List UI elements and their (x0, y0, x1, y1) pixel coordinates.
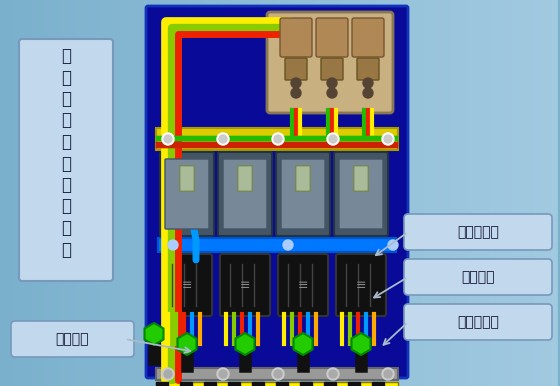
Circle shape (162, 368, 174, 380)
FancyBboxPatch shape (146, 6, 408, 378)
FancyBboxPatch shape (162, 254, 212, 316)
Text: 重复接地: 重复接地 (55, 332, 88, 346)
Text: ≡: ≡ (298, 279, 308, 291)
FancyBboxPatch shape (165, 159, 209, 229)
Circle shape (327, 78, 337, 88)
FancyBboxPatch shape (336, 254, 386, 316)
FancyBboxPatch shape (220, 254, 270, 316)
Circle shape (272, 133, 284, 145)
FancyBboxPatch shape (280, 18, 312, 57)
FancyBboxPatch shape (354, 166, 368, 191)
Circle shape (388, 240, 398, 250)
FancyBboxPatch shape (267, 12, 393, 113)
Circle shape (217, 368, 229, 380)
FancyBboxPatch shape (404, 259, 552, 295)
FancyBboxPatch shape (352, 18, 384, 57)
FancyBboxPatch shape (404, 304, 552, 340)
Text: 方: 方 (61, 219, 71, 237)
Text: 线: 线 (61, 198, 71, 215)
FancyBboxPatch shape (156, 382, 398, 386)
Text: 接: 接 (61, 176, 71, 194)
Polygon shape (252, 382, 264, 386)
FancyBboxPatch shape (357, 58, 379, 80)
Circle shape (274, 135, 282, 143)
Text: ≡: ≡ (182, 279, 192, 291)
Text: ≡: ≡ (240, 279, 250, 291)
Polygon shape (348, 382, 360, 386)
Circle shape (274, 370, 282, 378)
Circle shape (382, 133, 394, 145)
Text: 电: 电 (61, 133, 71, 151)
Circle shape (291, 88, 301, 98)
FancyBboxPatch shape (296, 166, 310, 191)
FancyBboxPatch shape (160, 152, 214, 236)
Circle shape (327, 88, 337, 98)
Circle shape (327, 368, 339, 380)
FancyBboxPatch shape (158, 238, 396, 252)
Circle shape (217, 133, 229, 145)
FancyBboxPatch shape (321, 58, 343, 80)
Polygon shape (276, 382, 288, 386)
Text: 柜: 柜 (61, 112, 71, 129)
Text: 法: 法 (61, 240, 71, 259)
Text: 配: 配 (61, 68, 71, 86)
Circle shape (164, 135, 172, 143)
Circle shape (219, 135, 227, 143)
FancyBboxPatch shape (278, 254, 328, 316)
Text: 保护零线排: 保护零线排 (457, 315, 499, 329)
Circle shape (162, 133, 174, 145)
FancyBboxPatch shape (223, 159, 267, 229)
Polygon shape (228, 382, 240, 386)
FancyBboxPatch shape (281, 159, 325, 229)
Text: 干包电缆头: 干包电缆头 (457, 225, 499, 239)
Polygon shape (180, 382, 192, 386)
FancyBboxPatch shape (404, 214, 552, 250)
FancyBboxPatch shape (156, 128, 398, 150)
FancyBboxPatch shape (156, 136, 398, 141)
FancyBboxPatch shape (285, 58, 307, 80)
FancyBboxPatch shape (156, 142, 398, 148)
FancyBboxPatch shape (218, 152, 272, 236)
Circle shape (272, 368, 284, 380)
Circle shape (384, 135, 392, 143)
FancyBboxPatch shape (237, 166, 253, 191)
FancyBboxPatch shape (316, 18, 348, 57)
Text: 角钢支架: 角钢支架 (461, 270, 494, 284)
FancyBboxPatch shape (180, 166, 194, 191)
FancyBboxPatch shape (19, 39, 113, 281)
FancyBboxPatch shape (11, 321, 134, 357)
Circle shape (291, 78, 301, 88)
Circle shape (363, 88, 373, 98)
Polygon shape (372, 382, 384, 386)
Polygon shape (204, 382, 216, 386)
FancyBboxPatch shape (339, 159, 383, 229)
Polygon shape (300, 382, 312, 386)
Circle shape (283, 240, 293, 250)
FancyBboxPatch shape (276, 152, 330, 236)
Text: 总: 总 (61, 47, 71, 65)
Circle shape (168, 240, 178, 250)
Text: 缆: 缆 (61, 154, 71, 173)
FancyBboxPatch shape (156, 368, 398, 380)
Circle shape (384, 370, 392, 378)
Circle shape (382, 368, 394, 380)
Circle shape (329, 370, 337, 378)
Circle shape (329, 135, 337, 143)
Polygon shape (156, 382, 168, 386)
Circle shape (164, 370, 172, 378)
Polygon shape (324, 382, 336, 386)
Circle shape (363, 78, 373, 88)
FancyBboxPatch shape (334, 152, 388, 236)
Circle shape (219, 370, 227, 378)
Circle shape (327, 133, 339, 145)
Text: ≡: ≡ (356, 279, 366, 291)
Text: 电: 电 (61, 90, 71, 108)
